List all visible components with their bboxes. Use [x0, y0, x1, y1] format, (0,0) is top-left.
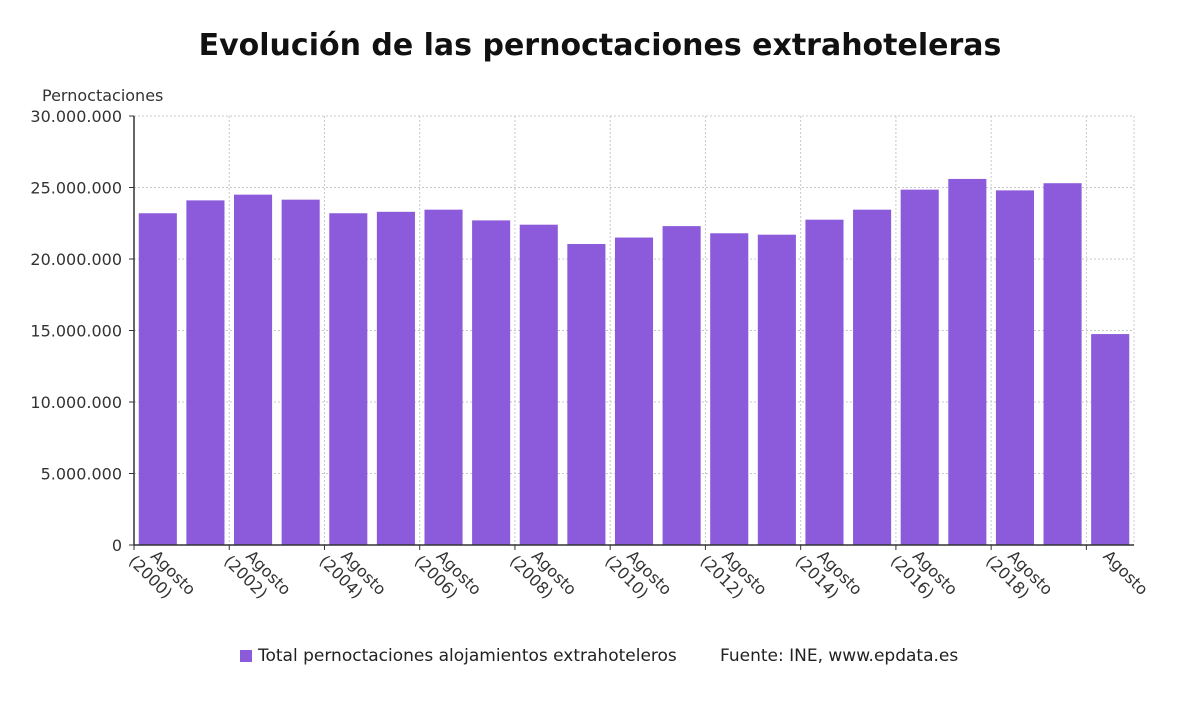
bar [805, 219, 844, 546]
x-tick-labels: Agosto(2000) Agosto(2002) Agosto(2004) Agos… [125, 546, 1152, 602]
bar [948, 178, 987, 546]
x-tick-label: Agosto(2018) [982, 546, 1056, 602]
x-tick-label-line1: Agosto [1099, 546, 1152, 599]
bar [567, 243, 606, 546]
x-tick-label: Agosto(2014) [792, 546, 866, 602]
bar [757, 234, 796, 545]
bar [234, 194, 273, 545]
y-tick-labels: 0 5.000.000 10.000.000 15.000.000 20.000.000… [30, 107, 122, 555]
chart-title: Evolución de las pernoctaciones extrahot… [198, 28, 1002, 63]
y-tick-label: 25.000.000 [30, 179, 122, 198]
bar [519, 224, 558, 545]
bars [138, 178, 1130, 546]
bar [424, 209, 463, 546]
legend-swatch [240, 650, 252, 662]
bar [138, 213, 177, 546]
bar [186, 200, 225, 545]
bar [329, 213, 368, 546]
y-tick-label: 0 [112, 536, 122, 555]
legend: Total pernoctaciones alojamientos extrah… [240, 646, 677, 666]
bar [472, 220, 511, 545]
x-tick-label: Agosto(2000) [125, 546, 199, 602]
x-tick-label: Agosto(2016) [887, 546, 961, 602]
x-tick-label: Agosto(2012) [696, 546, 770, 602]
axes [129, 115, 1134, 550]
bar [662, 226, 701, 546]
y-tick-label: 10.000.000 [30, 393, 122, 412]
x-tick-label: Agosto(2010) [601, 546, 675, 602]
bar [995, 190, 1034, 546]
x-tick-label: Agosto [1099, 546, 1152, 599]
bar [710, 233, 749, 545]
legend-label: Total pernoctaciones alojamientos extrah… [258, 646, 677, 666]
bar [376, 211, 415, 545]
bar [1091, 334, 1130, 545]
y-tick-label: 5.000.000 [41, 465, 122, 484]
y-tick-label: 15.000.000 [30, 322, 122, 341]
bar [281, 199, 320, 545]
x-tick-label: Agosto(2008) [506, 546, 580, 602]
bar [900, 189, 939, 545]
bar [1043, 183, 1082, 545]
y-tick-label: 30.000.000 [30, 107, 122, 126]
x-tick-label: Agosto(2002) [220, 546, 294, 602]
y-tick-label: 20.000.000 [30, 250, 122, 269]
bar [853, 209, 892, 546]
y-axis-label: Pernoctaciones [42, 86, 164, 105]
x-tick-label: Agosto(2004) [316, 546, 390, 602]
bar [614, 237, 654, 546]
source-note: Fuente: INE, www.epdata.es [720, 646, 959, 666]
x-tick-label: Agosto(2006) [411, 546, 485, 602]
